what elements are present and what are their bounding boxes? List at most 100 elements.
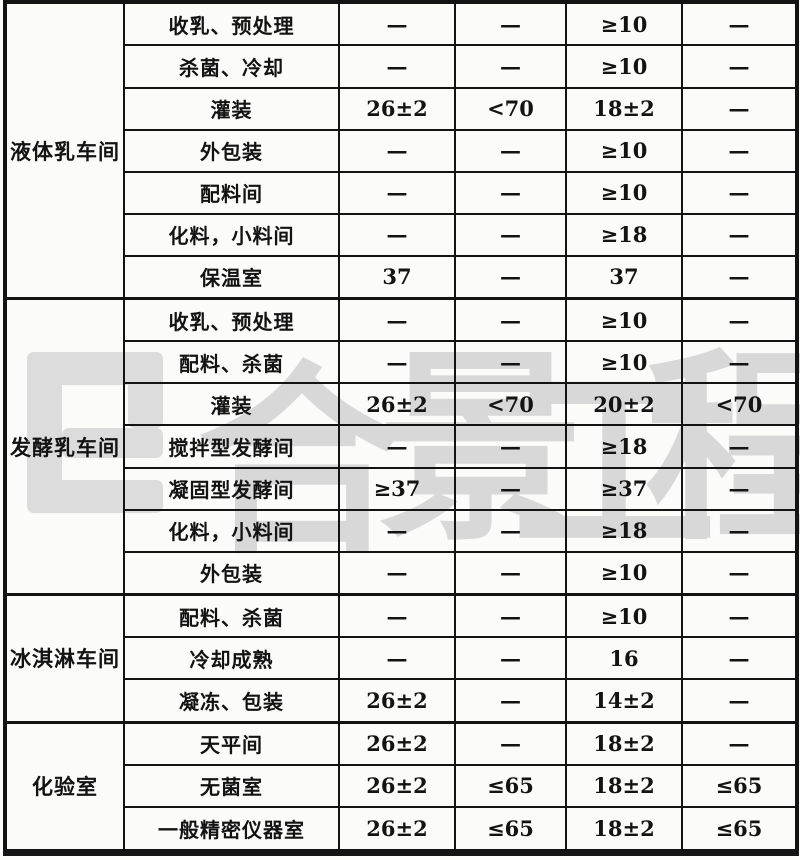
- value-cell: —: [454, 0, 567, 47]
- value-cell: —: [338, 424, 456, 469]
- value-cell: —: [681, 424, 798, 469]
- value-cell: —: [681, 297, 798, 343]
- value-cell: 26±2: [338, 382, 456, 427]
- value-cell: —: [681, 128, 798, 173]
- room-name-cell: 收乳、预处理: [123, 297, 340, 343]
- value-cell: ≤65: [454, 805, 567, 854]
- value-cell: —: [681, 170, 798, 215]
- table-row: 无菌室 26±2 ≤65 18±2 ≤65: [5, 763, 798, 808]
- table-row: 配料间 — — ≥10—: [5, 170, 798, 215]
- value-cell: —: [454, 44, 567, 89]
- room-name-cell: 外包装: [123, 550, 340, 596]
- value-cell: ≥37: [338, 466, 456, 511]
- value-cell: —: [338, 128, 456, 173]
- value-cell: —: [681, 86, 798, 131]
- table-row: 保温室 37—37—: [5, 254, 798, 300]
- value-cell: 18±2: [565, 720, 683, 766]
- table-row: 化料，小料间 — — ≥18—: [5, 508, 798, 553]
- value-cell: ≥10: [565, 592, 683, 639]
- table-row: 灌装 26±2 <70 18±2—: [5, 86, 798, 131]
- room-name-cell: 外包装: [123, 128, 340, 173]
- table-row: 灌装 26±2 <70 20±2 <70: [5, 382, 798, 427]
- room-name-cell: 配料、杀菌: [123, 340, 340, 385]
- table-row: 化料，小料间 — — ≥18—: [5, 212, 798, 257]
- table-row: 冰淇淋车间 配料、杀菌 — — ≥10—: [4, 592, 798, 724]
- value-cell: —: [681, 466, 798, 511]
- value-cell: 20±2: [565, 382, 683, 427]
- value-cell: 26±2: [338, 86, 456, 131]
- value-cell: —: [681, 212, 798, 257]
- value-cell: —: [454, 550, 567, 596]
- value-cell: 26±2: [338, 720, 456, 766]
- room-name-cell: 杀菌、冷却: [123, 44, 340, 89]
- room-name-cell: 一般精密仪器室: [123, 805, 340, 854]
- value-cell: —: [338, 170, 456, 215]
- value-cell: —: [454, 678, 567, 724]
- table-row: 发酵乳车间 收乳、预处理 — — ≥10—: [4, 297, 798, 596]
- spec-table: 液体乳车间 收乳、预处理 — — ≥10— 杀菌、冷却 — — ≥10— 灌装 26±2 <70 18±…: [3, 0, 799, 856]
- group-label-cell: 发酵乳车间: [4, 297, 125, 596]
- value-cell: 18±2: [565, 86, 683, 131]
- table-row: 外包装 — — ≥10—: [5, 128, 798, 173]
- room-name-cell: 无菌室: [123, 763, 340, 808]
- value-cell: 26±2: [338, 678, 456, 724]
- value-cell: —: [338, 44, 456, 89]
- value-cell: —: [681, 592, 798, 639]
- value-cell: —: [681, 508, 798, 553]
- table-row: 液体乳车间 收乳、预处理 — — ≥10—: [4, 0, 798, 300]
- value-cell: —: [454, 466, 567, 511]
- value-cell: <70: [454, 382, 567, 427]
- value-cell: ≥18: [565, 508, 683, 553]
- value-cell: —: [681, 340, 798, 385]
- table-row: 外包装 — — ≥10—: [5, 550, 798, 596]
- value-cell: 18±2: [565, 805, 683, 854]
- value-cell: —: [338, 550, 456, 596]
- value-cell: —: [338, 508, 456, 553]
- value-cell: ≥18: [565, 212, 683, 257]
- room-name-cell: 凝固型发酵间: [123, 466, 340, 511]
- group-label-cell: 冰淇淋车间: [4, 592, 125, 724]
- table-row: 化验室 天平间 26±2—18±2—: [4, 720, 798, 854]
- room-name-cell: 收乳、预处理: [123, 0, 340, 47]
- value-cell: —: [338, 297, 456, 343]
- value-cell: —: [681, 720, 798, 766]
- value-cell: —: [454, 508, 567, 553]
- group-label-cell: 液体乳车间: [4, 1, 125, 300]
- value-cell: ≥10: [565, 0, 683, 47]
- value-cell: —: [338, 212, 456, 257]
- table-row: 搅拌型发酵间 — — ≥18—: [5, 424, 798, 469]
- table-row: 凝冻、包装 26±2—14±2—: [5, 678, 798, 724]
- table-row: 冷却成熟 — —16—: [5, 636, 798, 681]
- room-name-cell: 配料、杀菌: [123, 592, 340, 639]
- value-cell: —: [338, 636, 456, 681]
- value-cell: ≥10: [565, 340, 683, 385]
- table-row: 一般精密仪器室 26±2 ≤65 18±2 ≤65: [5, 805, 798, 854]
- group-label-cell: 化验室: [4, 720, 125, 854]
- room-name-cell: 凝冻、包装: [123, 678, 340, 724]
- spec-table-body: 液体乳车间 收乳、预处理 — — ≥10— 杀菌、冷却 — — ≥10— 灌装 26±2 <70 18±…: [4, 0, 798, 854]
- value-cell: —: [681, 44, 798, 89]
- value-cell: 37: [565, 254, 683, 300]
- table-row: 杀菌、冷却 — — ≥10—: [5, 44, 798, 89]
- value-cell: ≥10: [565, 550, 683, 596]
- room-name-cell: 灌装: [123, 382, 340, 427]
- value-cell: —: [454, 170, 567, 215]
- value-cell: ≤65: [681, 763, 798, 808]
- value-cell: ≤65: [454, 763, 567, 808]
- value-cell: —: [454, 636, 567, 681]
- room-name-cell: 冷却成熟: [123, 636, 340, 681]
- room-name-cell: 保温室: [123, 254, 340, 300]
- value-cell: —: [338, 592, 456, 639]
- room-name-cell: 配料间: [123, 170, 340, 215]
- value-cell: 14±2: [565, 678, 683, 724]
- value-cell: —: [454, 424, 567, 469]
- value-cell: ≥10: [565, 170, 683, 215]
- value-cell: <70: [681, 382, 798, 427]
- room-name-cell: 灌装: [123, 86, 340, 131]
- value-cell: ≥18: [565, 424, 683, 469]
- value-cell: —: [454, 297, 567, 343]
- value-cell: ≤65: [681, 805, 798, 854]
- value-cell: —: [338, 340, 456, 385]
- value-cell: —: [454, 212, 567, 257]
- value-cell: 37: [338, 254, 456, 300]
